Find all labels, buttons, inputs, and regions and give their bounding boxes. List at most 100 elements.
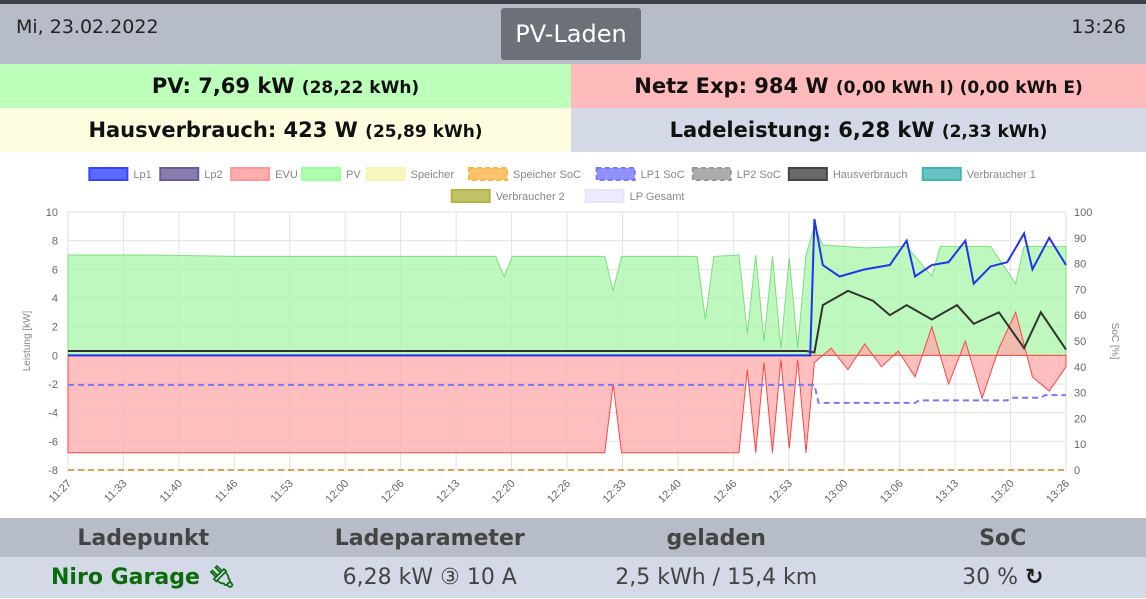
y-tick-label: -4: [48, 408, 58, 420]
legend-label: LP2 SoC: [737, 169, 781, 181]
legend-swatch: [301, 167, 342, 181]
legend-label: Verbraucher 2: [496, 191, 565, 203]
legend-label: Speicher SoC: [513, 169, 581, 181]
legend-swatch: [468, 167, 509, 181]
pv-summary: PV: 7,69 kW (28,22 kWh): [0, 64, 571, 108]
col-geladen: geladen: [666, 526, 766, 551]
y2-tick-label: 40: [1074, 362, 1086, 374]
house-summary: Hausverbrauch: 423 W (25,89 kWh): [0, 108, 571, 152]
x-tick-label: 11:46: [213, 478, 240, 505]
charge-value: Ladeleistung: 6,28 kW: [669, 118, 935, 142]
y-axis-label: Leistung [kW]: [22, 310, 33, 371]
col-ladepunkt: Ladepunkt: [77, 526, 210, 551]
legend-label: LP Gesamt: [630, 191, 685, 203]
grid-summary: Netz Exp: 984 W (0,00 kWh I) (0,00 kWh E…: [571, 64, 1146, 108]
series-lp1-soc: [68, 383, 1066, 404]
legend-label: LP1 SoC: [641, 169, 685, 181]
y2-axis-label: SoC [%]: [1109, 323, 1120, 360]
legend-swatch: [921, 167, 962, 181]
chargepoint-cell[interactable]: Niro Garage 🔌︎: [0, 557, 287, 598]
x-tick-label: 13:06: [878, 478, 906, 506]
chargepoint-name[interactable]: Niro Garage: [51, 565, 200, 590]
clock: 13:26: [1071, 16, 1126, 38]
top-bar: Mi, 23.02.2022 PV-Laden 13:26: [0, 0, 1146, 64]
power-chart: Lp1 Lp2 EVU PV Speicher Speicher SoC LP1 SoC LP…: [22, 167, 1120, 506]
x-tick-label: 12:20: [490, 478, 518, 506]
legend-swatch: [691, 167, 732, 181]
y2-tick-label: 30: [1074, 388, 1086, 400]
series-hausverbrauch: [68, 289, 1067, 354]
y-tick-label: 0: [52, 350, 58, 362]
legend-label: PV: [346, 169, 361, 181]
refresh-icon[interactable]: ↻: [1024, 565, 1044, 590]
legend-swatch: [230, 167, 271, 181]
y-tick-label: -6: [48, 436, 58, 448]
legend-swatch: [88, 167, 129, 181]
x-tick-label: 13:20: [989, 478, 1017, 506]
legend-label: Lp2: [204, 169, 222, 181]
x-tick-label: 13:26: [1044, 478, 1072, 506]
x-tick-label: 11:27: [47, 478, 74, 505]
y2-tick-label: 0: [1074, 465, 1080, 477]
y-tick-label: -2: [48, 379, 58, 391]
date: Mi, 23.02.2022: [16, 16, 159, 38]
pv-value: PV: 7,69 kW: [151, 74, 295, 98]
series-pv: [67, 224, 1067, 356]
legend-swatch: [365, 167, 406, 181]
x-tick-label: 12:46: [712, 478, 740, 506]
y-tick-label: 2: [52, 322, 58, 334]
col-soc: SoC: [979, 526, 1027, 551]
x-tick-label: 12:00: [323, 478, 351, 506]
charge-energy: (2,33 kWh): [941, 122, 1048, 142]
grid-energy: (0,00 kWh I) (0,00 kWh E): [835, 78, 1083, 98]
charged-cell: 2,5 kWh / 15,4 km: [615, 565, 818, 590]
pv-energy: (28,22 kWh): [301, 78, 420, 98]
legend-swatch: [584, 189, 625, 203]
house-value: Hausverbrauch: 423 W: [88, 118, 358, 142]
y-tick-label: 4: [52, 293, 58, 305]
table-row: Niro Garage 🔌︎ 6,28 kW ③ 10 A 2,5 kWh / …: [0, 557, 1146, 598]
y2-tick-label: 80: [1074, 259, 1086, 271]
legend-label: EVU: [275, 169, 298, 181]
y2-tick-label: 20: [1074, 413, 1086, 425]
legend-swatch: [450, 189, 491, 203]
series-evu: [67, 310, 1067, 454]
legend-label: Speicher: [411, 169, 455, 181]
y2-tick-label: 60: [1074, 310, 1086, 322]
series-lp1: [68, 218, 1067, 357]
y-tick-label: 8: [52, 236, 58, 248]
x-tick-label: 12:13: [434, 478, 462, 506]
x-tick-label: 13:00: [822, 478, 850, 506]
x-tick-label: 11:33: [102, 478, 129, 505]
y2-tick-label: 70: [1074, 284, 1086, 296]
legend-swatch: [159, 167, 200, 181]
grid-value: Netz Exp: 984 W: [634, 74, 829, 98]
legend-label: Verbraucher 1: [967, 169, 1036, 181]
y2-tick-label: 90: [1074, 233, 1086, 245]
legend-swatch: [595, 167, 636, 181]
y2-tick-label: 10: [1074, 439, 1086, 451]
y2-tick-label: 50: [1074, 336, 1086, 348]
col-ladeparameter: Ladeparameter: [334, 526, 525, 551]
x-tick-label: 11:53: [269, 478, 296, 505]
y-tick-label: 6: [52, 264, 58, 276]
x-tick-label: 12:26: [545, 478, 573, 506]
soc-cell: 30 % ↻: [860, 557, 1146, 598]
x-tick-label: 12:06: [379, 478, 407, 506]
y-tick-label: -8: [48, 465, 58, 477]
legend-label: Hausverbrauch: [833, 169, 908, 181]
x-tick-label: 13:13: [933, 478, 961, 506]
x-tick-label: 12:40: [656, 478, 684, 506]
page-title[interactable]: PV-Laden: [501, 8, 641, 60]
x-tick-label: 12:33: [601, 478, 629, 506]
y-tick-label: 10: [46, 207, 58, 219]
x-tick-label: 12:53: [767, 478, 795, 506]
legend-swatch: [787, 167, 828, 181]
house-energy: (25,89 kWh): [365, 122, 483, 142]
soc-value: 30 %: [962, 565, 1018, 590]
charge-summary: Ladeleistung: 6,28 kW (2,33 kWh): [571, 108, 1146, 152]
plug-icon: 🔌︎: [207, 565, 236, 590]
params-cell[interactable]: 6,28 kW ③ 10 A: [342, 565, 517, 590]
y2-tick-label: 100: [1074, 207, 1092, 219]
table-header: Ladepunkt Ladeparameter geladen SoC: [0, 518, 1146, 559]
